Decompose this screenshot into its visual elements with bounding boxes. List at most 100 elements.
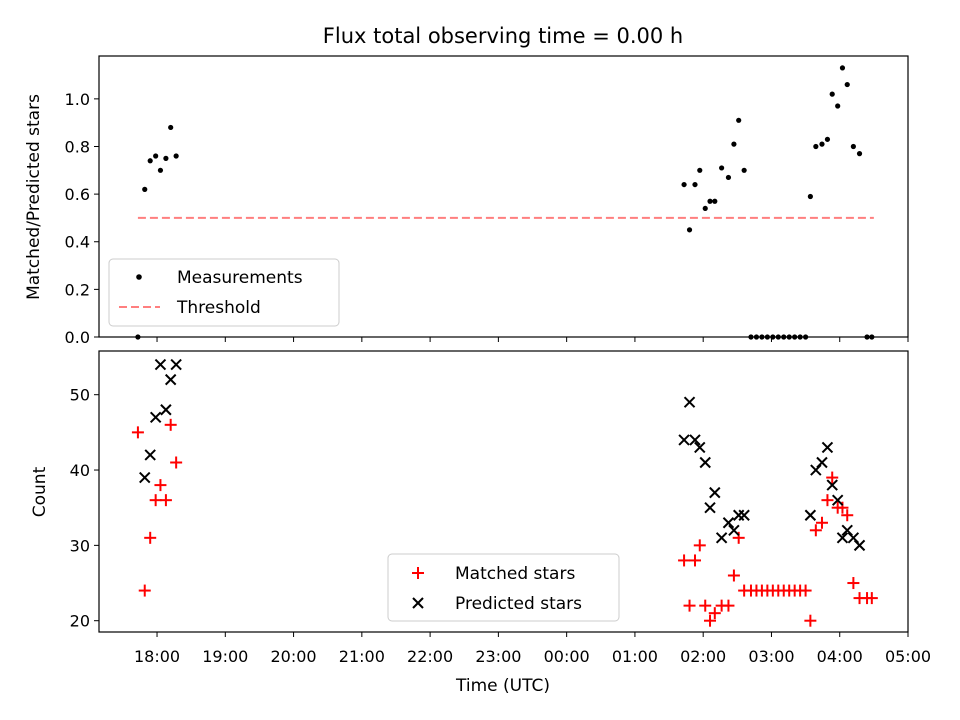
measurement-point bbox=[850, 143, 856, 150]
top-y-axis-label: Matched/Predicted stars bbox=[24, 94, 44, 300]
x-tick-label: 20:00 bbox=[271, 647, 317, 666]
legend-predicted-label: Predicted stars bbox=[455, 594, 582, 614]
predicted-star-point bbox=[689, 434, 701, 446]
measurement-point bbox=[819, 141, 825, 147]
measurement-point bbox=[686, 227, 693, 233]
measurement-point bbox=[681, 181, 687, 188]
measurement-point bbox=[869, 334, 875, 340]
matched-star-point bbox=[683, 599, 696, 612]
measurement-point bbox=[719, 165, 725, 171]
predicted-star-point bbox=[709, 486, 721, 499]
predicted-star-point bbox=[144, 449, 156, 461]
predicted-star-point bbox=[154, 358, 167, 371]
top-y-tick-label: 1.0 bbox=[65, 90, 90, 109]
legend-measurements-label: Measurements bbox=[177, 268, 303, 288]
predicted-star-point bbox=[170, 358, 182, 371]
predicted-star-point bbox=[164, 373, 177, 386]
chart-title: Flux total observing time = 0.00 h bbox=[323, 24, 683, 48]
predicted-star-point bbox=[738, 509, 750, 521]
bottom-series-layer bbox=[131, 358, 878, 627]
matched-star-point bbox=[708, 607, 721, 620]
top-legend: Measurements Threshold bbox=[108, 258, 340, 327]
predicted-star-point bbox=[694, 441, 706, 454]
measurement-point bbox=[741, 167, 747, 173]
predicted-star-point bbox=[678, 434, 690, 446]
measurement-point bbox=[731, 141, 737, 147]
predicted-star-point bbox=[160, 404, 172, 416]
top-series-layer bbox=[135, 65, 875, 340]
measurement-point bbox=[839, 65, 846, 71]
matched-star-point bbox=[149, 494, 162, 507]
matched-star-point bbox=[815, 516, 828, 529]
measurement-point bbox=[163, 155, 169, 161]
x-tick-label: 05:00 bbox=[885, 647, 931, 666]
measurement-point bbox=[759, 334, 765, 340]
measurement-point bbox=[157, 167, 164, 173]
legend-measurements-marker bbox=[136, 274, 142, 280]
measurement-point bbox=[824, 136, 831, 142]
matched-star-point bbox=[131, 426, 144, 439]
predicted-star-point bbox=[821, 441, 834, 454]
top-ticks: 0.0 0.2 0.4 0.6 0.8 1.0 bbox=[65, 90, 909, 347]
matched-star-point bbox=[804, 614, 817, 627]
matched-star-point bbox=[688, 554, 701, 567]
x-tick-label: 22:00 bbox=[407, 647, 453, 666]
predicted-star-point bbox=[722, 517, 735, 529]
predicted-star-point bbox=[149, 411, 162, 424]
measurement-point bbox=[142, 186, 148, 192]
measurement-point bbox=[835, 103, 841, 109]
predicted-star-point bbox=[683, 396, 696, 408]
x-tick-label: 18:00 bbox=[134, 647, 180, 666]
x-tick-label: 21:00 bbox=[339, 647, 385, 666]
measurement-point bbox=[856, 151, 863, 157]
matched-star-point bbox=[144, 531, 157, 544]
matched-star-point bbox=[138, 584, 151, 597]
predicted-star-point bbox=[699, 456, 711, 469]
bottom-y-tick-label: 40 bbox=[70, 461, 90, 480]
x-tick-label: 04:00 bbox=[817, 647, 863, 666]
legend-threshold-label: Threshold bbox=[176, 298, 261, 318]
measurement-point bbox=[775, 334, 781, 340]
matched-star-point bbox=[727, 569, 740, 582]
measurement-point bbox=[748, 334, 754, 340]
bottom-plot-frame bbox=[98, 350, 909, 633]
measurement-point bbox=[712, 198, 718, 204]
matched-star-point bbox=[799, 584, 812, 597]
bottom-y-axis-label: Count bbox=[30, 466, 50, 517]
measurement-point bbox=[786, 334, 792, 340]
matched-star-point bbox=[821, 494, 834, 507]
x-tick-label: 19:00 bbox=[202, 647, 248, 666]
measurement-point bbox=[753, 334, 760, 340]
measurement-point bbox=[725, 174, 732, 181]
measurement-point bbox=[147, 158, 153, 164]
legend-matched-label: Matched stars bbox=[455, 564, 575, 584]
predicted-star-point bbox=[804, 509, 817, 521]
matched-star-point bbox=[865, 592, 878, 605]
measurement-point bbox=[781, 334, 787, 340]
bottom-ticks: 20 30 40 50 18:00 19:00 20:00 21:00 22:00 23:00 00… bbox=[70, 386, 931, 666]
measurement-point bbox=[736, 117, 742, 123]
bottom-y-tick-label: 30 bbox=[70, 536, 90, 555]
matched-star-point bbox=[154, 479, 167, 492]
measurement-point bbox=[135, 334, 141, 340]
measurement-point bbox=[792, 334, 798, 340]
predicted-star-point bbox=[139, 471, 151, 484]
measurement-point bbox=[802, 334, 809, 340]
legend-matched-marker bbox=[412, 567, 424, 579]
predicted-star-point bbox=[836, 532, 849, 544]
predicted-star-point bbox=[816, 456, 828, 469]
legend-predicted-marker bbox=[412, 597, 424, 609]
matched-star-point bbox=[699, 599, 712, 612]
measurement-point bbox=[153, 153, 159, 159]
x-axis-label: Time (UTC) bbox=[455, 676, 550, 696]
measurement-point bbox=[702, 205, 708, 212]
bottom-y-tick-label: 50 bbox=[70, 386, 90, 405]
measurement-point bbox=[813, 143, 819, 150]
matched-star-point bbox=[847, 577, 860, 590]
predicted-star-point bbox=[826, 479, 838, 491]
bottom-panel: 20 30 40 50 18:00 19:00 20:00 21:00 22:00 23:00 00… bbox=[30, 350, 931, 696]
x-tick-label: 02:00 bbox=[680, 647, 726, 666]
top-plot-frame bbox=[98, 55, 909, 338]
x-tick-label: 01:00 bbox=[612, 647, 658, 666]
measurement-point bbox=[764, 334, 770, 340]
